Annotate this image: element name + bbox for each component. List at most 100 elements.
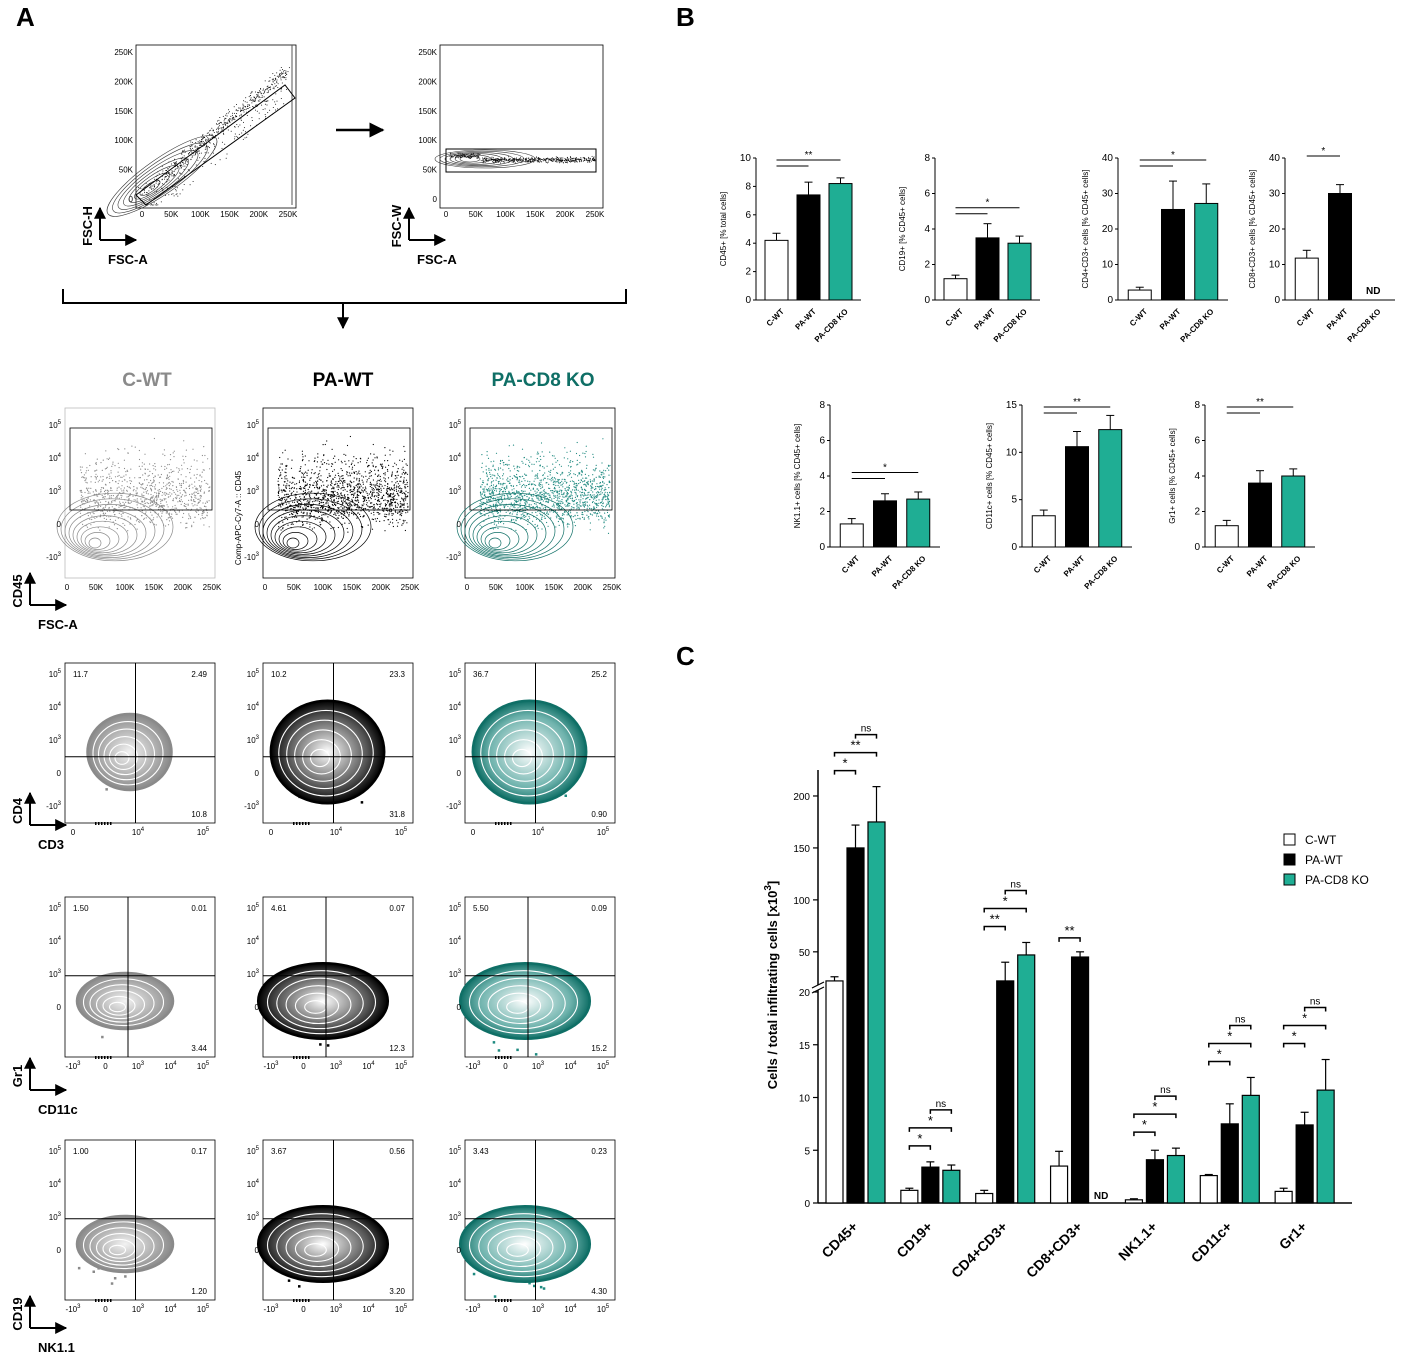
event-dot [302,487,304,489]
event-dot [252,106,254,108]
event-dot [576,505,578,507]
event-dot [332,486,334,488]
event-dot [100,476,102,478]
event-dot [175,161,177,163]
event-dot [495,507,497,509]
event-dot [605,470,607,472]
event-dot [516,477,519,480]
event-dot [571,492,573,494]
event-dot [246,107,248,109]
event-dot [397,486,400,488]
event-dot [486,489,488,491]
event-dot [317,500,319,502]
event-dot [209,130,211,132]
event-dot [166,474,168,476]
event-dot [125,474,127,476]
event-dot [584,510,586,513]
event-dot [205,138,207,140]
event-dot [569,450,572,452]
event-dot [558,497,560,499]
event-dot [218,127,220,129]
event-dot [127,470,129,472]
event-dot [320,479,322,481]
event-dot [406,473,409,475]
event-dot [397,504,399,506]
event-dot [96,516,98,518]
event-dot [114,510,116,512]
event-dot [328,473,330,475]
event-dot [266,86,268,88]
cd45-gate [267,427,411,511]
event-dot [295,504,297,506]
event-dot [379,475,381,478]
event-dot [255,91,256,93]
event-dot [490,482,492,484]
event-dot [214,137,216,139]
event-dot [134,523,136,526]
event-dot [363,497,365,499]
event-dot [589,494,592,496]
event-dot [342,481,344,483]
event-dot [550,517,552,519]
event-dot [185,487,187,489]
event-dot [457,157,459,159]
event-dot [302,490,305,492]
event-dot [492,492,494,494]
event-dot [183,155,185,157]
event-dot [123,475,125,477]
y-tick-label: 105 [49,420,62,430]
event-dot [487,490,489,492]
event-dot [356,495,358,497]
event-dot [581,469,583,471]
event-dot [152,495,154,497]
event-dot [275,85,277,87]
event-dot [206,132,208,134]
event-dot [191,503,193,505]
event-dot [400,480,402,482]
event-dot [551,157,553,159]
event-dot [102,510,104,512]
event-dot [196,468,198,470]
event-dot [377,479,379,481]
cd45-gate [69,427,213,511]
event-dot [594,512,596,514]
event-dot [146,490,149,492]
event-dot [322,497,324,499]
event-dot [401,490,403,492]
event-dot [293,477,296,479]
event-dot [141,495,143,497]
event-dot [561,160,563,161]
event-dot [546,501,548,503]
event-dot [509,513,511,515]
event-dot [236,124,238,125]
event-dot [564,496,567,498]
event-dot [277,494,279,497]
event-dot [351,472,353,474]
event-dot [105,518,108,521]
event-dot [321,499,323,502]
event-dot [514,507,516,509]
event-dot [528,497,530,499]
event-dot [104,493,106,495]
event-dot [150,490,153,492]
event-dot [206,515,208,517]
event-dot [204,517,206,519]
x-tick-label: 250K [401,583,420,592]
event-dot [513,505,516,507]
event-dot [169,495,172,497]
event-dot [264,103,266,105]
event-dot [306,474,308,477]
event-dot [403,521,405,523]
event-dot [302,507,304,509]
event-dot [85,525,87,527]
event-dot [182,459,185,461]
event-dot [561,478,563,480]
event-dot [571,158,573,160]
event-dot [382,467,384,469]
event-dot [164,499,166,501]
event-dot [391,514,393,517]
x-tick-label: 50K [164,210,179,219]
event-dot [347,494,349,496]
event-dot [291,522,293,524]
event-dot [539,159,541,161]
